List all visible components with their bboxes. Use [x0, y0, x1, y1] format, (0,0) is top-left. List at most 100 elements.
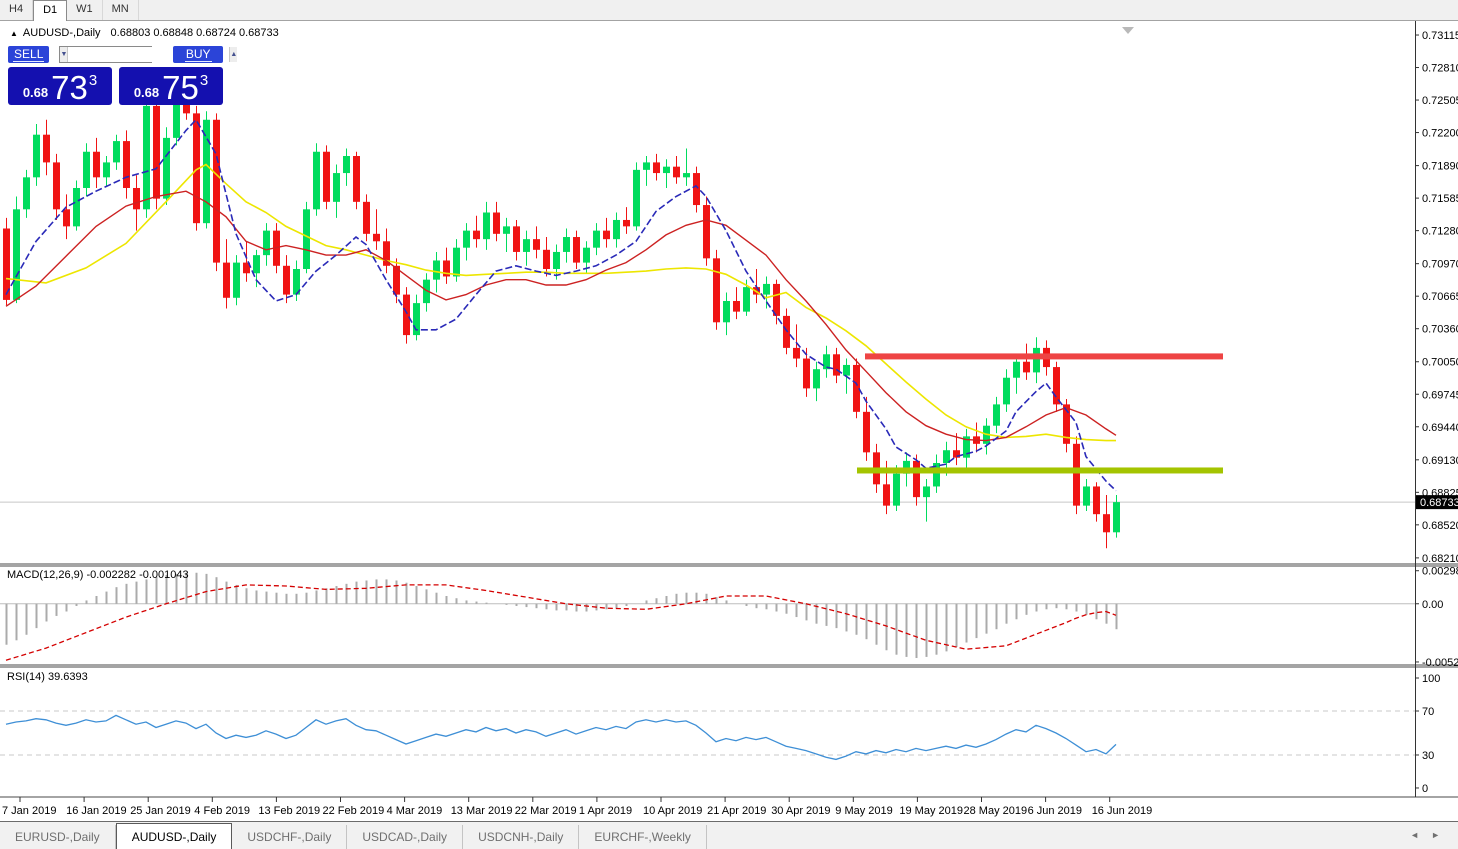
candle — [1033, 347, 1040, 373]
timeframe-button-mn[interactable]: MN — [103, 0, 139, 20]
price-axis-label: 0.72810 — [1422, 63, 1458, 75]
rsi-axis-label: 70 — [1422, 706, 1434, 718]
candle — [813, 369, 820, 389]
date-axis-label: 16 Jun 2019 — [1092, 805, 1153, 817]
symbol-tab-usdchf[interactable]: USDCHF-,Daily — [232, 825, 348, 849]
volume-decrease-icon[interactable]: ▼ — [60, 47, 69, 62]
buy-button[interactable]: BUY — [173, 46, 223, 63]
candle — [133, 187, 140, 210]
candle — [803, 358, 810, 389]
candle — [573, 237, 580, 263]
macd-signal-line — [5, 584, 1117, 661]
candle — [423, 279, 430, 304]
timeframe-button-w1[interactable]: W1 — [67, 0, 103, 20]
candle — [543, 249, 550, 270]
price-axis-label: 0.69130 — [1422, 455, 1458, 467]
macd-axis-label: -0.005256 — [1422, 657, 1458, 669]
candle — [3, 228, 10, 300]
symbol-tab-usdcad[interactable]: USDCAD-,Daily — [347, 825, 464, 849]
candle — [323, 151, 330, 202]
chart-title: ▲ AUDUSD-,Daily 0.68803 0.68848 0.68724 0.… — [10, 27, 279, 39]
tab-scroll-left-icon[interactable]: ◄ — [1410, 830, 1432, 840]
resistance-line[interactable] — [865, 353, 1223, 360]
candle — [363, 201, 370, 234]
price-axis-label: 0.70050 — [1422, 357, 1458, 369]
chart-symbol-label: AUDUSD-,Daily — [22, 27, 101, 39]
date-axis-label: 6 Jun 2019 — [1028, 805, 1082, 817]
candle — [953, 450, 960, 458]
candle — [483, 212, 490, 240]
candle — [303, 209, 310, 270]
candle — [1013, 361, 1020, 378]
candle — [233, 262, 240, 298]
candle — [63, 209, 70, 227]
chart-shift-marker[interactable] — [1122, 27, 1134, 34]
tab-scroll-right-icon[interactable]: ► — [1431, 830, 1452, 840]
symbol-collapse-icon[interactable]: ▲ — [10, 29, 18, 38]
symbol-tab-eurusd[interactable]: EURUSD-,Daily — [0, 825, 116, 849]
tab-scroll-arrows: ◄► — [1410, 830, 1452, 840]
candle — [693, 173, 700, 206]
price-axis-label: 0.69440 — [1422, 422, 1458, 434]
timeframe-button-d1[interactable]: D1 — [33, 0, 68, 21]
support-line[interactable] — [857, 467, 1223, 474]
candle — [613, 219, 620, 240]
candle — [913, 460, 920, 498]
date-axis-label: 30 Apr 2019 — [771, 805, 830, 817]
price-axis-label: 0.72505 — [1422, 95, 1458, 107]
price-axis-label: 0.73115 — [1422, 30, 1458, 42]
timeframe-toolbar: H4 D1 W1 MN — [0, 0, 1458, 21]
date-axis-label: 13 Feb 2019 — [258, 805, 320, 817]
sell-price-display[interactable]: 0.68 73 3 — [8, 67, 112, 105]
candle — [533, 239, 540, 250]
candle — [963, 436, 970, 458]
candle — [163, 137, 170, 199]
symbol-tab-eurchf[interactable]: EURCHF-,Weekly — [579, 825, 707, 849]
candle — [823, 354, 830, 370]
candle — [793, 347, 800, 359]
candle — [463, 230, 470, 248]
symbol-tab-usdcnh[interactable]: USDCNH-,Daily — [463, 825, 580, 849]
candle — [1083, 486, 1090, 506]
candle — [143, 105, 150, 210]
volume-stepper: ▼ ▲ — [59, 46, 238, 63]
candle — [653, 162, 660, 174]
rsi-axis-label: 100 — [1422, 673, 1440, 685]
date-axis-label: 9 May 2019 — [835, 805, 892, 817]
candle — [623, 219, 630, 227]
candle — [393, 265, 400, 295]
sell-button[interactable]: SELL — [8, 46, 50, 63]
candle — [433, 260, 440, 280]
candle — [703, 205, 710, 259]
price-axis-label: 0.71280 — [1422, 226, 1458, 238]
candle — [353, 156, 360, 202]
candle — [243, 262, 250, 274]
volume-increase-icon[interactable]: ▲ — [229, 47, 238, 62]
candle — [213, 119, 220, 263]
date-axis-label: 25 Jan 2019 — [130, 805, 191, 817]
candle — [863, 411, 870, 453]
candle — [53, 162, 60, 210]
candle — [713, 258, 720, 323]
candle — [93, 151, 100, 178]
candle — [83, 151, 90, 188]
candle — [263, 230, 270, 256]
candle — [1113, 502, 1120, 533]
candle — [503, 226, 510, 234]
candle — [253, 255, 260, 274]
candle — [1103, 514, 1110, 533]
candle — [923, 486, 930, 498]
candle — [203, 119, 210, 224]
current-price-badge — [1416, 495, 1458, 510]
timeframe-button-h4[interactable]: H4 — [0, 0, 34, 20]
price-axis-label: 0.72200 — [1422, 128, 1458, 140]
price-axis-label: 0.69745 — [1422, 389, 1458, 401]
buy-price-display[interactable]: 0.68 75 3 — [119, 67, 223, 105]
candle — [103, 162, 110, 178]
candle — [333, 173, 340, 202]
candle — [343, 156, 350, 174]
candle — [443, 260, 450, 277]
symbol-tab-audusd[interactable]: AUDUSD-,Daily — [115, 823, 233, 849]
candle — [833, 354, 840, 376]
